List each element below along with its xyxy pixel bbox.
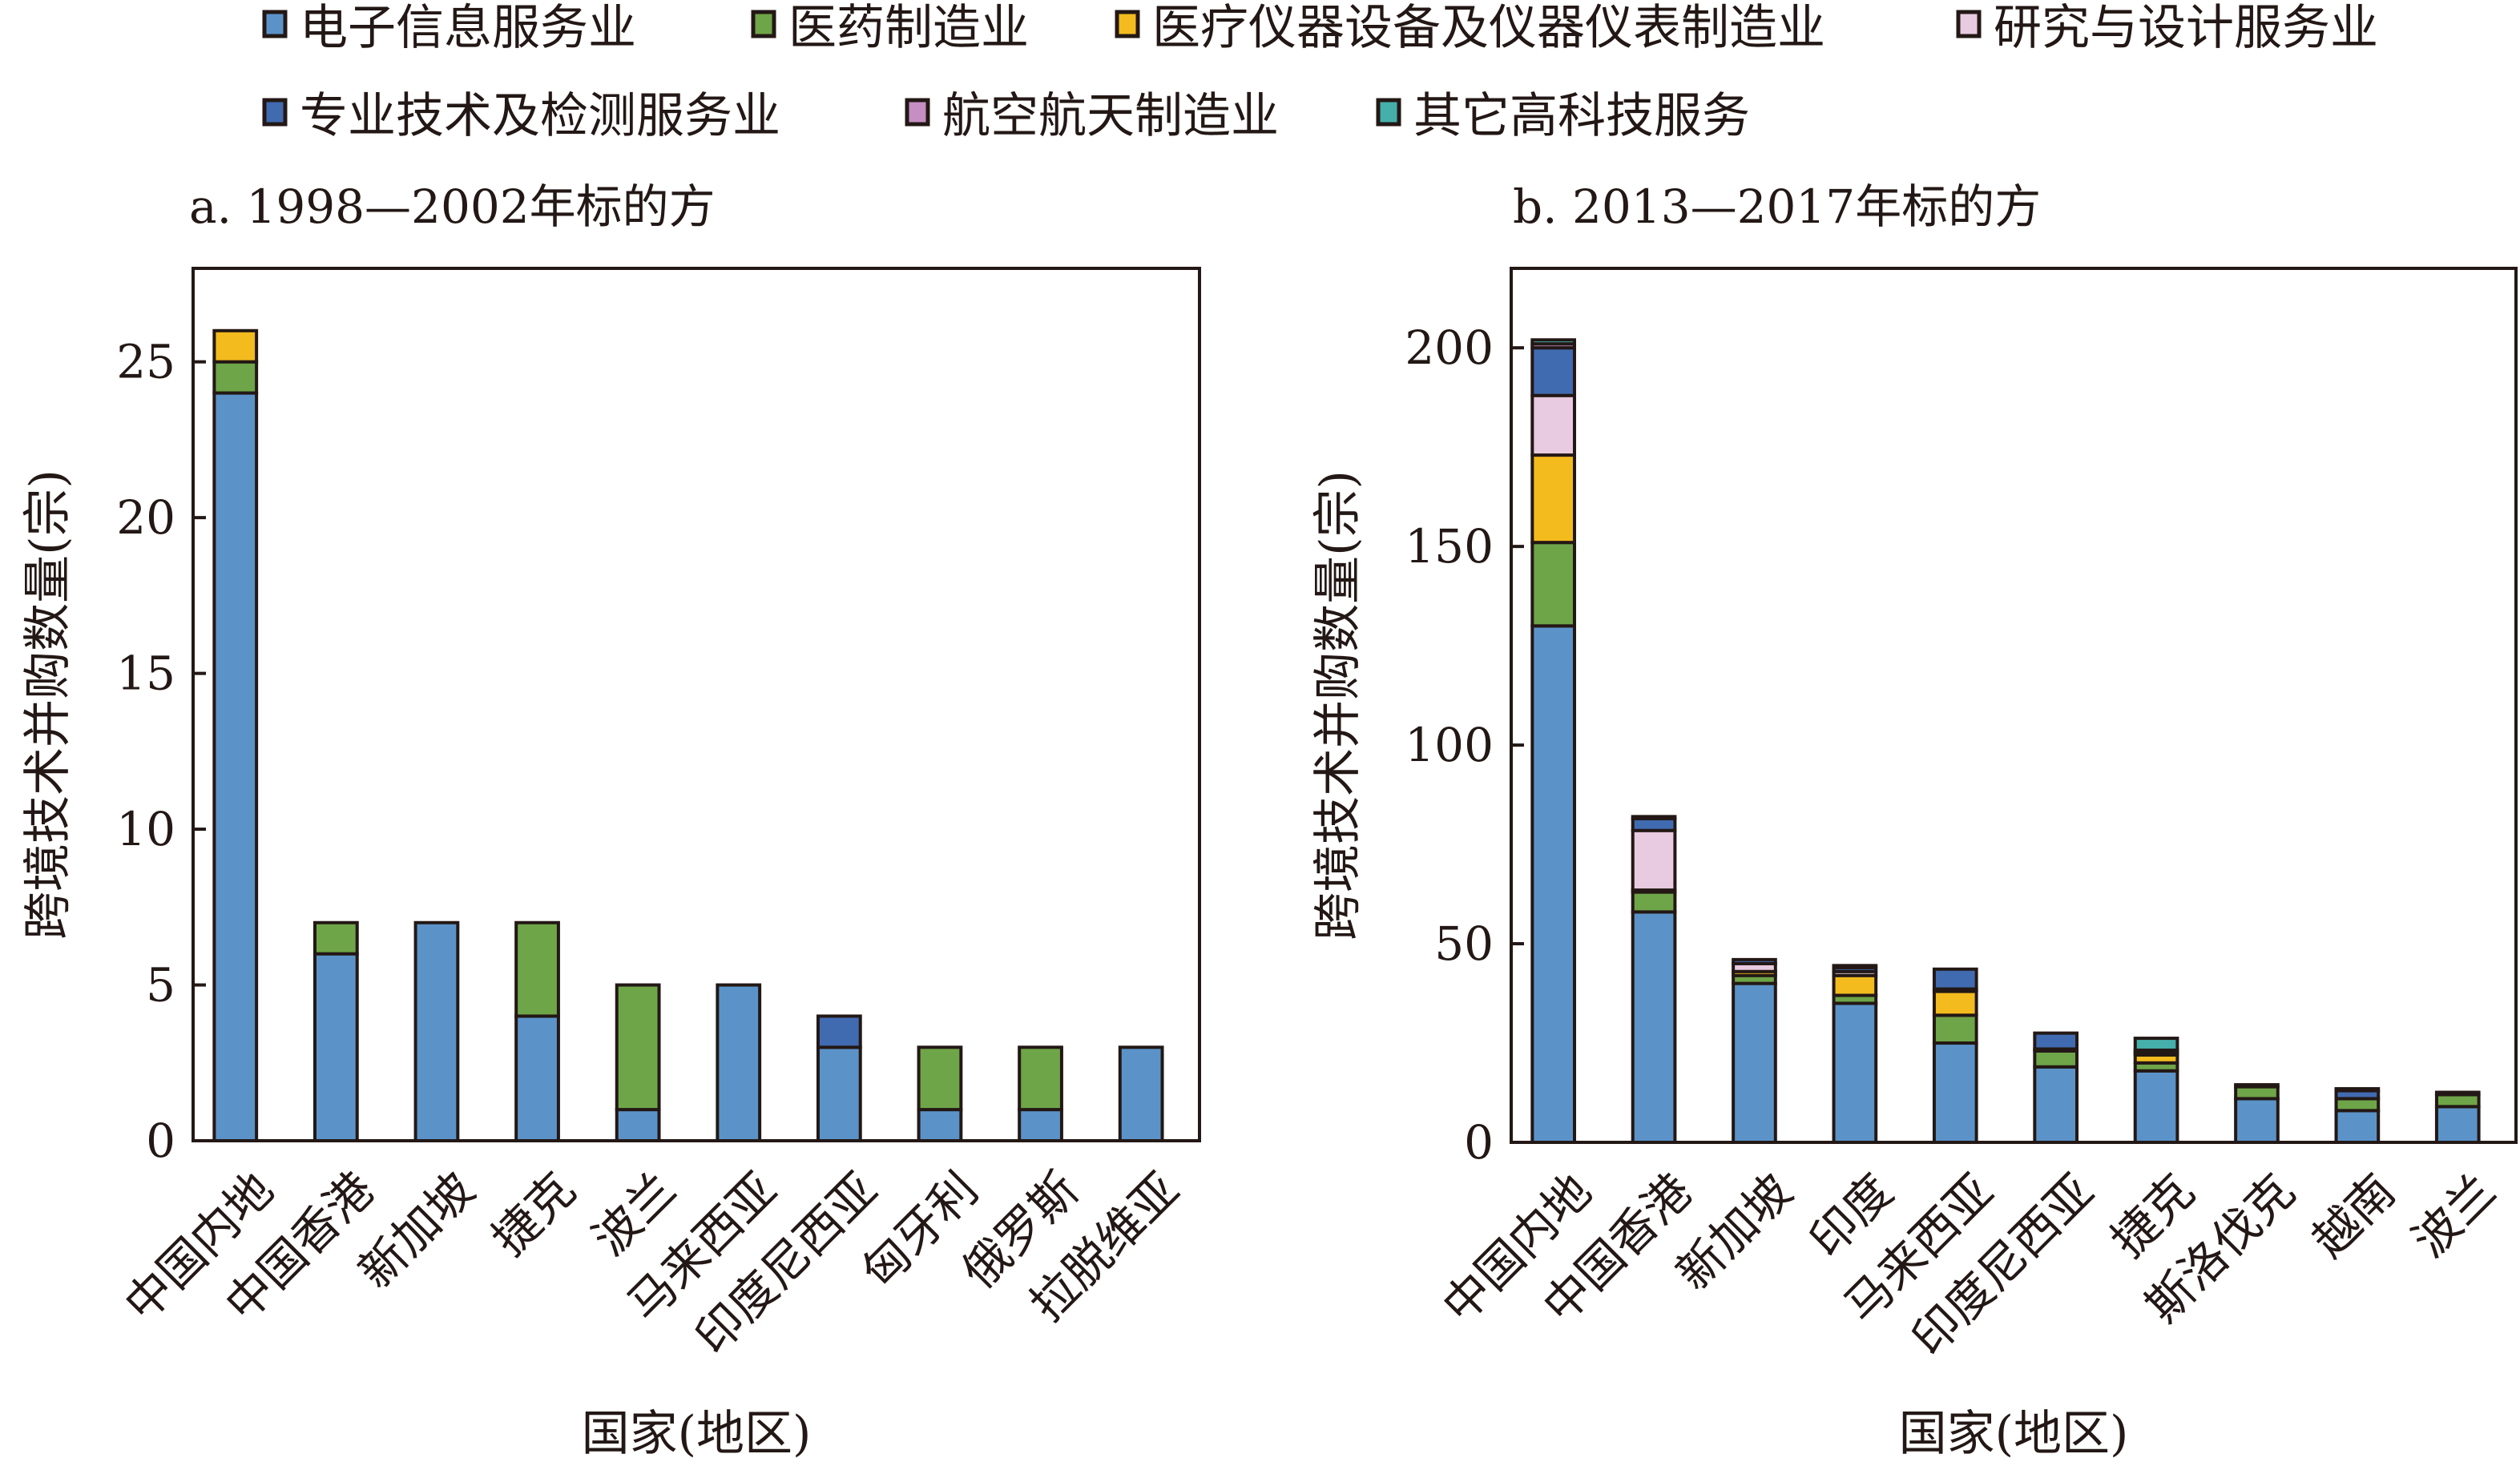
bar-segment-1-4 (1631, 816, 1677, 832)
y-tick-label: 10 (116, 802, 175, 856)
bar-segment-5-0 (2033, 1065, 2079, 1144)
legend-swatch-1 (751, 10, 776, 38)
bar-segment-7-0 (917, 1108, 963, 1143)
bar-segment-4-4 (1932, 967, 1978, 991)
legend-swatch-0 (262, 10, 288, 38)
bar-segment-9-0 (1118, 1045, 1164, 1142)
y-tick-label: 150 (1405, 519, 1494, 574)
bar-segment-4-2 (1932, 989, 1978, 1017)
bar-segment-0-0 (1530, 624, 1577, 1144)
bar-segment-5-1 (2033, 1049, 2079, 1069)
category-label: 新加坡 (348, 1162, 485, 1299)
bar-segment-1-1 (312, 920, 359, 956)
legend-label-5: 航空航天制造业 (942, 88, 1279, 144)
bar-segment-3-0 (514, 1014, 560, 1143)
chart-title: a. 1998—2002年标的方 (189, 179, 716, 234)
bar-segment-0-0 (212, 391, 259, 1143)
y-tick-label: 50 (1434, 916, 1494, 971)
bar-segment-3-0 (1832, 1001, 1878, 1144)
bar-segment-4-1 (615, 983, 661, 1112)
bar-segment-0-2 (212, 328, 259, 364)
legend-swatch-3 (1956, 10, 1982, 38)
bar-segment-6-0 (816, 1045, 862, 1142)
y-tick-label: 5 (146, 958, 175, 1013)
legend: 电子信息服务业 医药制造业 医疗仪器设备及仪器仪表制造业 研究与设计服务业专业技术及检… (262, 0, 2378, 144)
bar-segment-1-0 (312, 952, 359, 1142)
bar-segment-0-6 (1530, 338, 1577, 346)
bar-segment-9-0 (2434, 1105, 2481, 1144)
bar-segment-1-0 (1631, 910, 1677, 1144)
bar-segment-6-0 (2133, 1069, 2179, 1144)
chart-title: b. 2013—2017年标的方 (1513, 179, 2041, 234)
y-tick-label: 20 (116, 490, 175, 545)
bar-segment-0-1 (212, 360, 259, 395)
bar-segment-1-3 (1631, 828, 1677, 892)
y-axis-label: 跨境技术并购数量(宗) (20, 469, 76, 940)
bar-segment-8-0 (1018, 1108, 1063, 1143)
legend-swatch-4 (262, 98, 288, 127)
y-tick-label: 200 (1405, 320, 1494, 375)
bar-segment-3-6 (1832, 964, 1878, 969)
y-tick-label: 0 (1464, 1115, 1494, 1170)
bar-segment-9-1 (2434, 1093, 2481, 1109)
y-tick-label: 25 (116, 335, 175, 389)
bar-segment-9-3 (2434, 1090, 2481, 1097)
legend-label-1: 医药制造业 (788, 0, 1029, 56)
bar-segment-2-0 (413, 920, 460, 1142)
bar-segment-8-6 (2334, 1087, 2381, 1093)
bar-segment-5-0 (716, 983, 762, 1143)
bar-segment-7-0 (2234, 1097, 2280, 1144)
legend-label-2: 医疗仪器设备及仪器仪表制造业 (1152, 0, 1825, 56)
legend-label-6: 其它高科技服务 (1413, 88, 1750, 144)
category-label: 捷克 (482, 1162, 586, 1266)
category-label: 波兰 (2402, 1163, 2506, 1267)
chart-b-panel: b. 2013—2017年标的方 0 50 100 150 200 跨境技术并购数量(宗) 国… (1310, 179, 2518, 1462)
bar-segment-8-1 (2334, 1097, 2381, 1113)
y-tick-label: 0 (146, 1114, 175, 1168)
y-tick-label: 15 (116, 646, 175, 701)
bar-segment-0-1 (1530, 541, 1577, 628)
bar-segment-5-4 (2033, 1031, 2079, 1051)
bar-segment-0-2 (1530, 453, 1577, 545)
bar-segment-8-0 (2334, 1109, 2381, 1144)
bar-segment-7-4 (2234, 1083, 2280, 1089)
category-label: 越南 (2301, 1163, 2405, 1267)
plot-frame (1510, 267, 2518, 1144)
bar-segment-2-0 (1732, 981, 1777, 1144)
bar-segment-0-3 (1530, 393, 1577, 457)
bar-segment-6-6 (2133, 1037, 2179, 1052)
bar-segment-4-0 (615, 1108, 661, 1143)
bar-segment-3-2 (1832, 973, 1878, 997)
x-axis-label: 国家(地区) (1899, 1406, 2129, 1462)
bar-segment-1-6 (1631, 815, 1677, 820)
legend-swatch-2 (1115, 10, 1140, 38)
bar-segment-7-1 (2234, 1085, 2280, 1101)
bar-segment-3-1 (514, 920, 560, 1018)
bar-segment-4-1 (1932, 1013, 1978, 1045)
bar-segment-6-4 (816, 1014, 862, 1049)
category-label: 新加坡 (1666, 1163, 1803, 1300)
bar-segment-4-0 (1932, 1041, 1978, 1144)
bar-segment-8-1 (1018, 1045, 1063, 1112)
plot-frame (192, 267, 1201, 1142)
bar-segment-0-4 (1530, 346, 1577, 397)
legend-swatch-5 (905, 98, 930, 127)
bar-segment-2-4 (1732, 957, 1777, 965)
y-axis-label: 跨境技术并购数量(宗) (1310, 470, 1366, 940)
y-tick-label: 100 (1405, 718, 1494, 772)
legend-label-3: 研究与设计服务业 (1994, 0, 2378, 56)
legend-label-4: 专业技术及检测服务业 (300, 88, 780, 144)
category-label: 匈牙利 (851, 1162, 988, 1299)
x-axis-label: 国家(地区) (582, 1406, 812, 1462)
chart-a-panel: a. 1998—2002年标的方 0 5 10 15 20 25 跨境技术并购数量(宗) 国家(… (20, 179, 1201, 1462)
bar-segment-7-1 (917, 1045, 963, 1112)
legend-label-0: 电子信息服务业 (300, 0, 636, 56)
bar-segment-1-1 (1631, 890, 1677, 914)
legend-swatch-6 (1376, 98, 1401, 127)
